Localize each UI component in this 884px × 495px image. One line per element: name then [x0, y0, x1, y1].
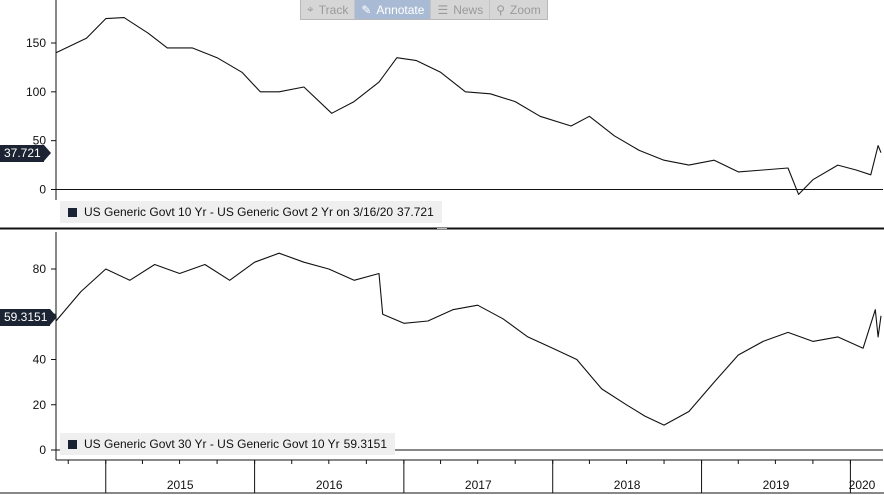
top-y-tick-label: 0	[39, 183, 46, 197]
bottom-legend-value: 59.3151	[343, 437, 388, 451]
magnifier-icon: ⚲	[496, 2, 506, 17]
chart-toolbar: ⌖ Track ✎ Annotate ☰ News ⚲ Zoom	[300, 0, 548, 20]
news-label: News	[453, 2, 484, 17]
bottom-last-value-label: 59.3151	[0, 309, 58, 326]
bottom-y-tick-label: 20	[33, 398, 47, 412]
annotate-label: Annotate	[376, 2, 425, 17]
bottom-legend-text: US Generic Govt 30 Yr - US Generic Govt …	[84, 437, 340, 451]
top-legend-text: US Generic Govt 10 Yr - US Generic Govt …	[84, 205, 394, 219]
x-year-label: 2016	[316, 478, 343, 492]
zoom-label: Zoom	[510, 2, 541, 17]
pencil-icon: ✎	[361, 2, 372, 17]
top-last-value-label: 37.721	[0, 145, 51, 162]
top-legend: US Generic Govt 10 Yr - US Generic Govt …	[60, 201, 442, 223]
x-year-label: 2018	[614, 478, 641, 492]
bottom-series-line	[55, 252, 882, 426]
bottom-legend-swatch	[68, 439, 77, 449]
track-label: Track	[318, 2, 349, 17]
x-year-label: 2019	[763, 478, 790, 492]
x-year-label: 2015	[167, 478, 194, 492]
x-year-label: 2017	[465, 478, 492, 492]
top-y-tick-label: 150	[26, 36, 46, 50]
bottom-y-tick-label: 0	[39, 443, 46, 457]
top-legend-value: 37.721	[397, 205, 434, 219]
top-legend-swatch	[68, 207, 77, 217]
x-year-label: 2020	[849, 478, 876, 492]
news-icon: ☰	[437, 2, 449, 17]
bottom-y-tick-label: 80	[33, 262, 47, 276]
zoom-button[interactable]: ⚲ Zoom	[490, 0, 546, 19]
annotate-button[interactable]: ✎ Annotate	[355, 0, 432, 19]
top-y-tick-label: 100	[26, 85, 46, 99]
bottom-legend: US Generic Govt 30 Yr - US Generic Govt …	[60, 433, 396, 455]
crosshair-icon: ⌖	[307, 2, 314, 16]
top-series-line	[55, 17, 882, 195]
news-button[interactable]: ☰ News	[431, 0, 491, 19]
track-button[interactable]: ⌖ Track	[301, 0, 356, 19]
bottom-y-tick-label: 40	[33, 353, 47, 367]
top-y-tick-label: 50	[33, 134, 47, 148]
